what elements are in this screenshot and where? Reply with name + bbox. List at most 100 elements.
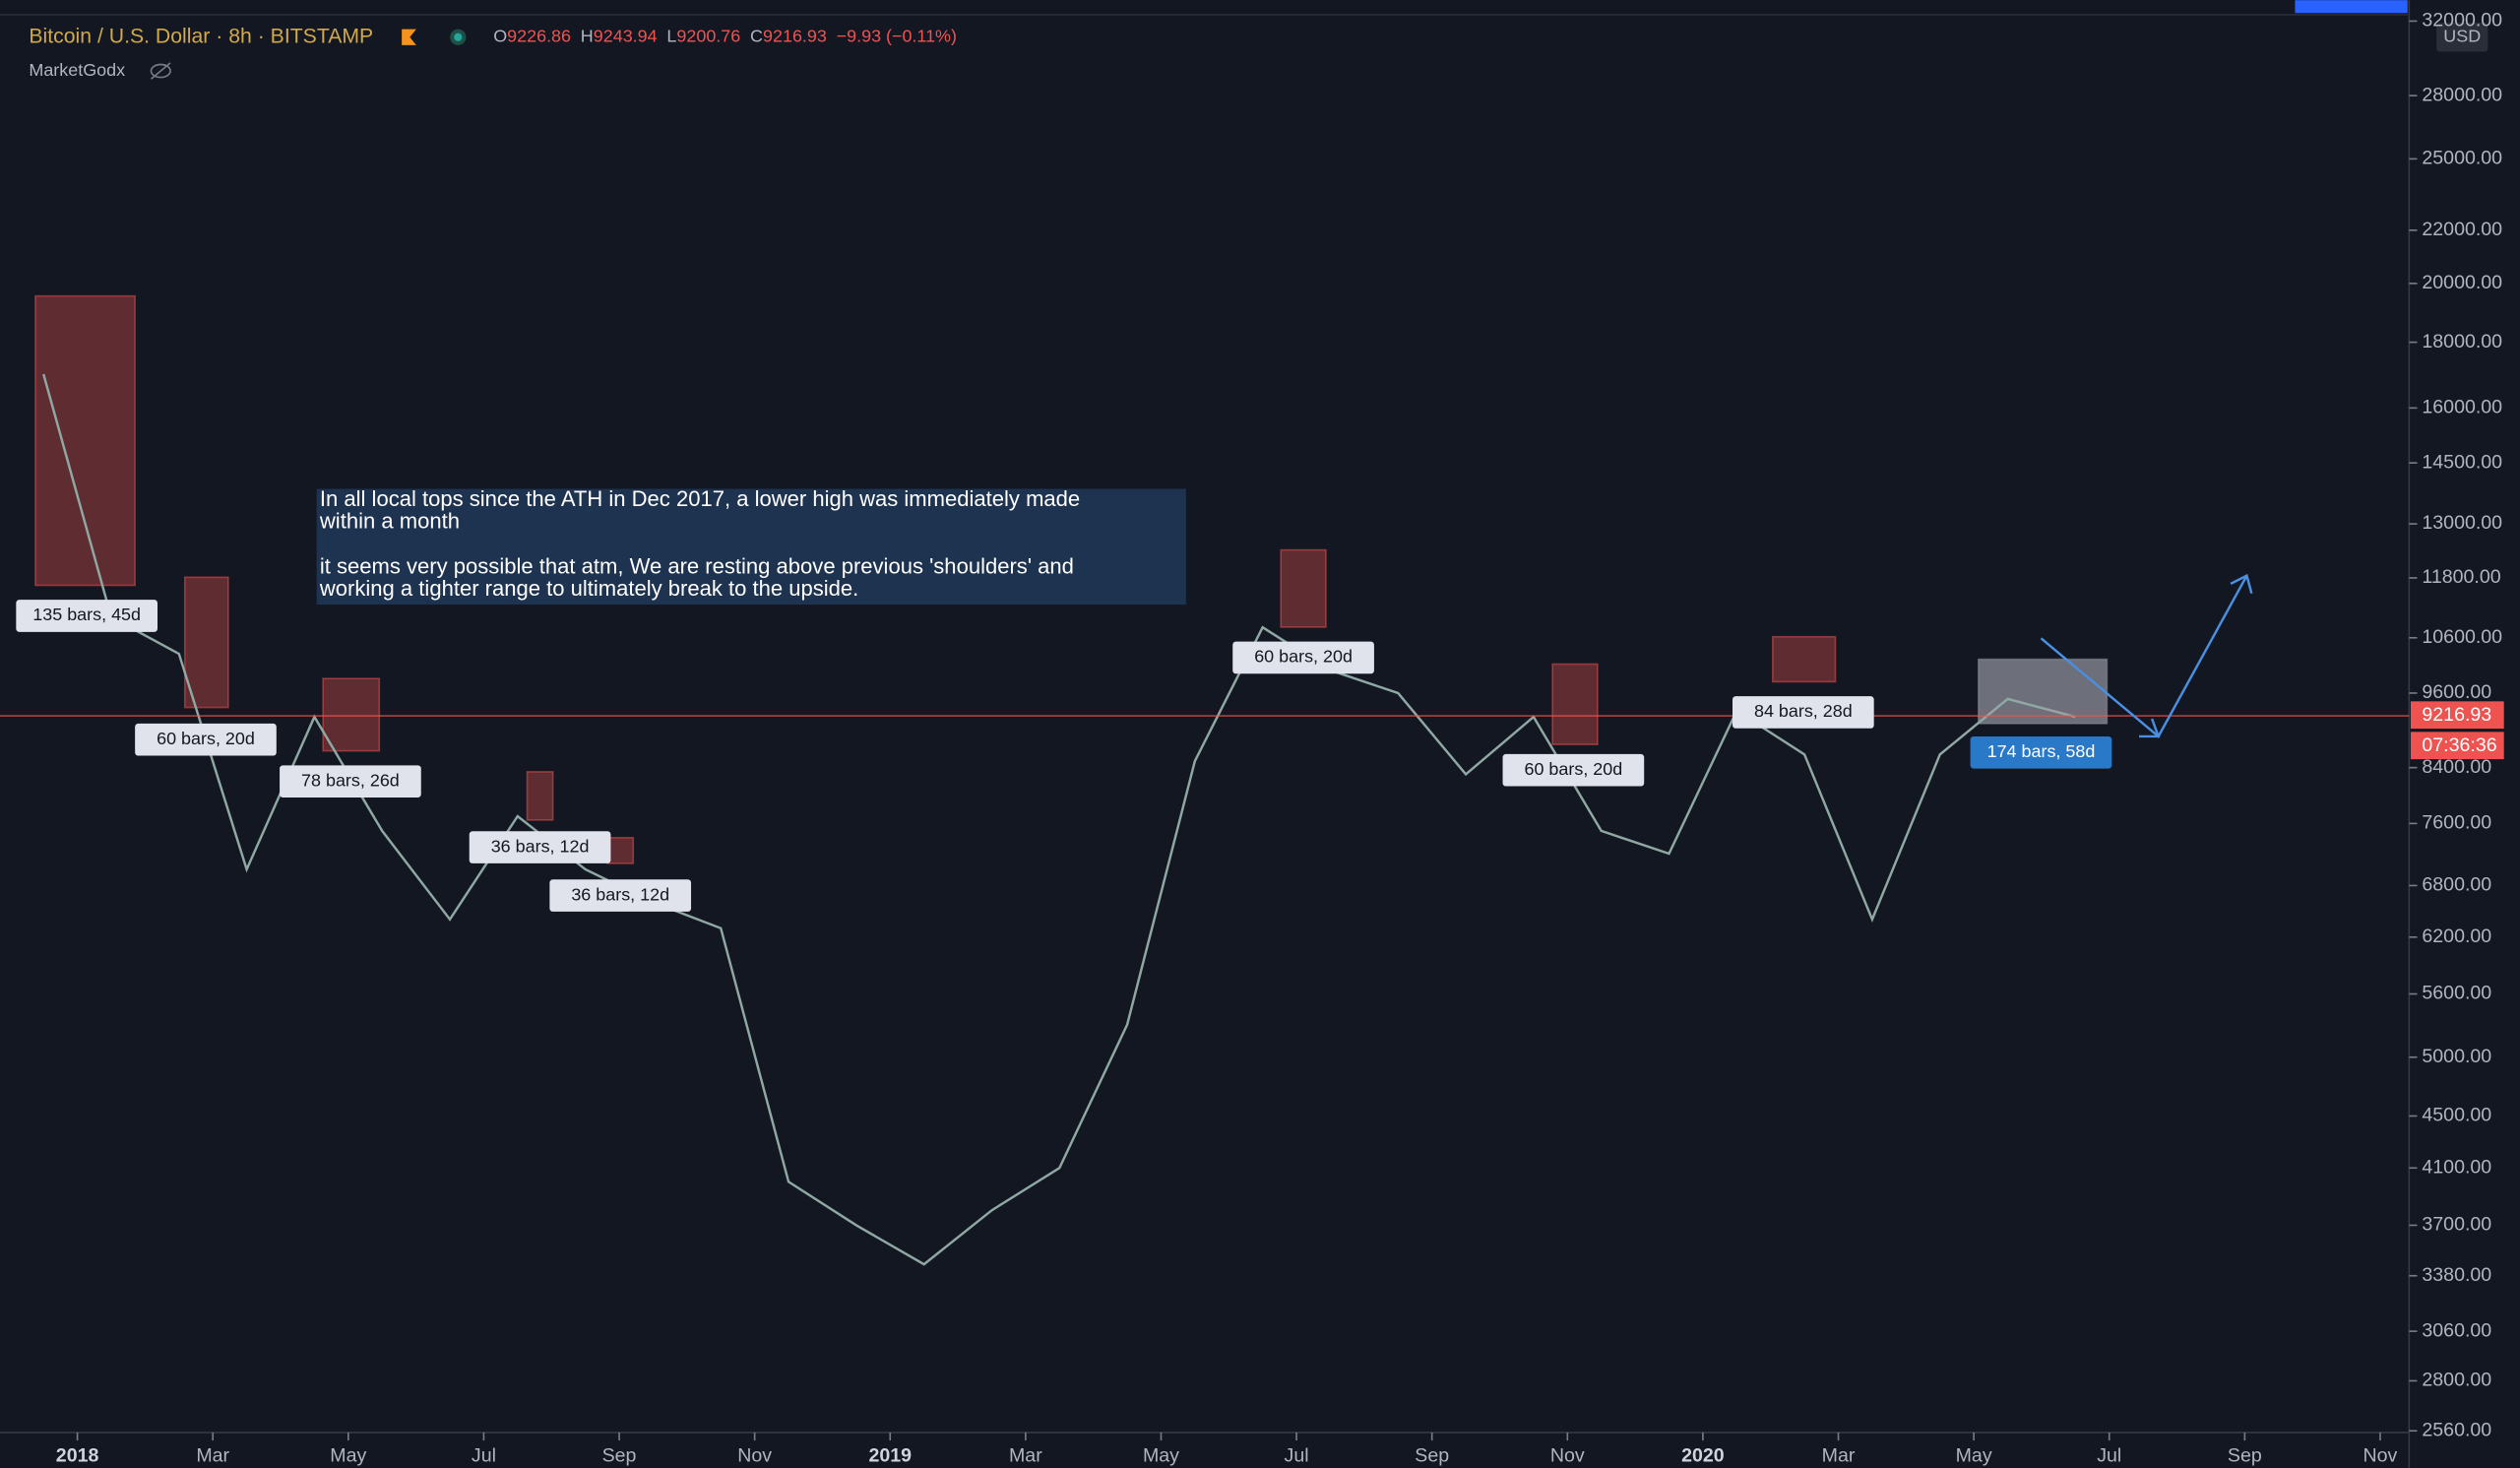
range-box [1772,635,1837,683]
x-tick-label: Nov [1550,1445,1585,1467]
y-tick-label: 9600.00 [2422,681,2491,703]
ohlc-label: O [493,26,507,45]
range-label: 135 bars, 45d [32,605,141,624]
y-tick-label: 7600.00 [2422,812,2491,834]
range-label-bg [469,831,611,863]
range-label-bg [549,879,692,912]
hide-icon[interactable] [150,62,171,80]
indicator-name: MarketGodx [29,60,125,80]
x-tick-label: Jul [1285,1445,1309,1467]
x-tick-label: 2018 [56,1445,99,1467]
y-tick-label: 25000.00 [2422,148,2502,169]
note-text: working a tighter range to ultimately br… [319,576,858,601]
range-label: 60 bars, 20d [1254,647,1353,667]
x-tick-label: Mar [1009,1445,1042,1467]
interval: 8h [228,25,252,47]
exchange: BITSTAMP [271,25,374,47]
range-label-bg [16,600,158,632]
x-tick-label: Sep [602,1445,637,1467]
x-tick-label: Mar [1822,1445,1856,1467]
y-tick-label: 28000.00 [2422,84,2502,105]
flag-icon[interactable] [402,29,416,45]
x-tick-label: May [330,1445,366,1467]
plot [0,294,2410,1266]
y-tick-label: 14500.00 [2422,451,2502,473]
y-tick-label: 6200.00 [2422,925,2491,947]
x-tick-label: May [1143,1445,1179,1467]
arrow-head [2230,573,2253,594]
y-tick-label: 20000.00 [2422,272,2502,293]
y-tick-label: 3700.00 [2422,1214,2491,1236]
range-label: 60 bars, 20d [157,729,255,748]
range-label-bg [280,765,421,798]
y-tick-label: 13000.00 [2422,512,2502,534]
ohlc-value: 9226.86 [507,26,571,45]
range-label-bg [1970,735,2112,769]
x-tick-label: Jul [472,1445,496,1467]
change: −9.93 (−0.11%) [837,26,957,45]
countdown: 07:36:36 [2422,734,2496,756]
range-label: 60 bars, 20d [1525,759,1623,779]
y-tick-label: 2800.00 [2422,1370,2491,1391]
range-label: 36 bars, 12d [571,884,669,904]
ohlc: O9226.86 H9243.94 L9200.76 C9216.93 −9.93 (−… [493,26,957,45]
countdown-badge [2410,732,2504,760]
x-tick-label: 2020 [1681,1445,1725,1467]
y-tick-label: 6800.00 [2422,874,2491,896]
ohlc-value: 9243.94 [594,26,658,45]
last-price-badge [2410,701,2504,730]
range-label-bg [1502,753,1645,787]
x-tick-label: Nov [737,1445,772,1467]
note-box [316,488,1186,606]
x-tick-label: Sep [1415,1445,1449,1467]
y-tick-label: 22000.00 [2422,219,2502,240]
header: Bitcoin / U.S. Dollar · 8h · BITSTAMP [29,25,373,47]
y-tick-label: 32000.00 [2422,10,2502,32]
note-text: it seems very possible that atm, We are … [320,553,1074,578]
range-box [322,677,381,752]
y-tick-label: 4500.00 [2422,1105,2491,1126]
range-box [1977,658,2109,725]
arrow-head [2139,718,2161,738]
range-box [183,576,229,709]
x-tick-label: Mar [196,1445,229,1467]
range-label-bg [1732,696,1874,729]
currency-badge [2436,23,2488,52]
range-box [526,771,554,821]
range-box [34,294,136,587]
range-label-bg [135,723,277,756]
range-label: 174 bars, 58d [1987,741,2096,761]
y-tick-label: 18000.00 [2422,331,2502,352]
ohlc-label: H [581,26,594,45]
currency: USD [2443,26,2481,45]
y-tick-label: 5600.00 [2422,983,2491,1004]
y-tick-label: 4100.00 [2422,1156,2491,1178]
ohlc-label: C [750,26,763,45]
y-tick-label: 11800.00 [2422,566,2500,588]
note-text: within a month [319,509,460,534]
ohlc-value: 9200.76 [676,26,740,45]
x-tick-label: Jul [2097,1445,2121,1467]
range-box [1280,548,1327,628]
ohlc-label: L [666,26,676,45]
x-tick-label: May [1956,1445,1992,1467]
x-tick-label: Sep [2228,1445,2262,1467]
y-tick-label: 8400.00 [2422,756,2491,778]
y-tick-label: 5000.00 [2422,1046,2491,1067]
note-text: In all local tops since the ATH in Dec 2… [320,486,1080,511]
y-tick-label: 10600.00 [2422,626,2502,648]
range-box [606,836,635,864]
y-tick-label: 3380.00 [2422,1264,2491,1286]
toolbar-button[interactable] [2295,0,2408,14]
y-tick-label: 2560.00 [2422,1419,2491,1440]
x-tick-label: Nov [2363,1445,2398,1467]
range-label: 36 bars, 12d [491,836,590,856]
x-tick-label: 2019 [868,1445,912,1467]
range-label: 78 bars, 26d [301,770,400,790]
range-label-bg [1232,641,1374,674]
y-tick-label: 16000.00 [2422,397,2502,418]
status-dot-inner [454,32,463,41]
range-box [1551,663,1599,745]
